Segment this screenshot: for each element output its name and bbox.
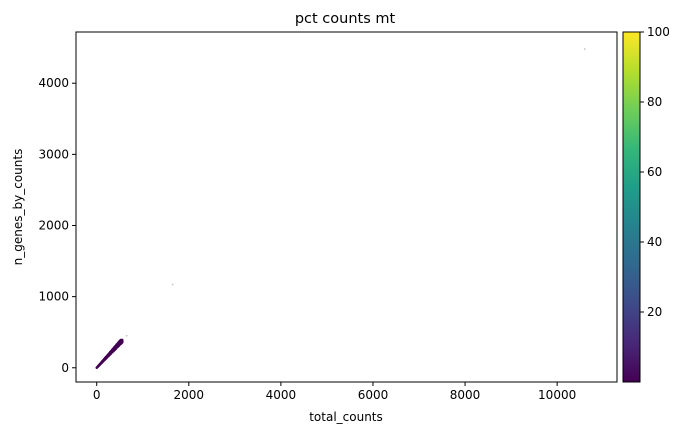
y-tick-label: 4000: [38, 76, 69, 90]
x-tick-label: 4000: [266, 388, 297, 402]
y-tick-label: 1000: [38, 290, 69, 304]
data-point: [116, 345, 119, 348]
colorbar: 20 40 60 80 100: [622, 25, 670, 383]
y-axis: 0 1000 2000 3000 4000: [38, 76, 76, 375]
chart-title: pct counts mt: [295, 11, 396, 27]
x-tick-label: 0: [93, 388, 101, 402]
data-point: [104, 357, 107, 360]
colorbar-frame: [622, 31, 641, 383]
colorbar-tick-label: 60: [647, 165, 662, 179]
data-point: [116, 342, 120, 345]
x-axis: 0 2000 4000 6000 8000 10000: [93, 382, 576, 402]
plot-frame: [75, 31, 618, 383]
colorbar-tick-label: 20: [647, 305, 662, 319]
y-tick-label: 0: [61, 361, 69, 375]
data-point: [97, 364, 101, 367]
x-axis-label: total_counts: [309, 410, 383, 424]
plot-area: [76, 32, 617, 382]
data-point: [96, 365, 99, 369]
x-tick-label: 10000: [538, 388, 576, 402]
data-point: [120, 338, 123, 342]
data-point: [117, 344, 120, 347]
y-axis-label: n_genes_by_counts: [11, 149, 25, 266]
y-tick-label: 2000: [38, 218, 69, 232]
data-point: [171, 283, 174, 286]
y-tick-label: 3000: [38, 147, 69, 161]
colorbar-tick-label: 40: [647, 235, 662, 249]
data-point: [112, 349, 115, 352]
x-tick-label: 2000: [174, 388, 205, 402]
data-point: [121, 341, 124, 344]
data-point: [125, 334, 128, 337]
colorbar-tick-label: 100: [647, 25, 670, 39]
colorbar-gradient: [623, 32, 640, 382]
data-point: [583, 48, 586, 50]
data-point: [109, 352, 112, 355]
colorbar-tick-label: 80: [647, 95, 662, 109]
x-tick-label: 6000: [358, 388, 389, 402]
data-point: [106, 354, 110, 357]
colorbar-ticks: 20 40 60 80 100: [640, 25, 670, 319]
data-point: [101, 361, 104, 364]
points-layer: [95, 48, 586, 369]
x-tick-label: 8000: [450, 388, 481, 402]
data-point: [118, 340, 121, 343]
